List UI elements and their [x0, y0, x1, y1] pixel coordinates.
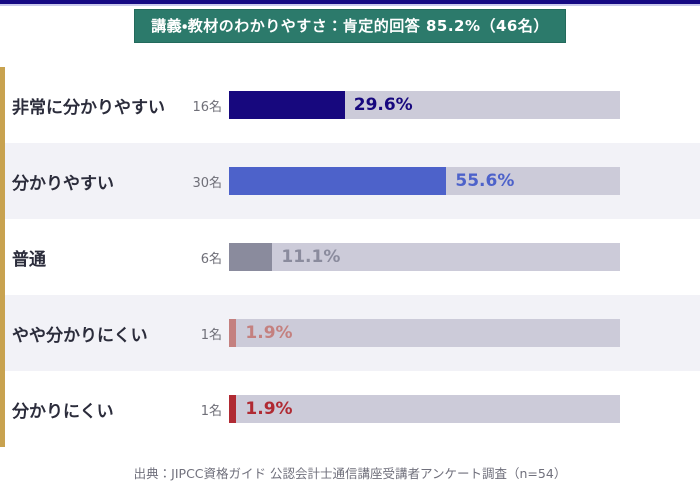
- chart-row: 非常に分かりやすい 16名 29.6%: [0, 67, 700, 143]
- respondent-count: 16名: [192, 99, 222, 115]
- top-border: [0, 0, 700, 4]
- bar-fill: [229, 243, 273, 271]
- bar-track: 29.6%: [229, 91, 620, 119]
- source-attribution: 出典：JIPCC資格ガイド 公認会計士通信講座受講者アンケート調査（n=54）: [133, 466, 567, 481]
- left-accent-strip: [0, 67, 5, 447]
- bar-fill: [229, 167, 447, 195]
- bar-fill: [229, 319, 237, 347]
- chart-row: 普通 6名 11.1%: [0, 219, 700, 295]
- bar-chart: 非常に分かりやすい 16名 29.6% 分かりやすい 30名 55.6% 普通 …: [0, 67, 700, 447]
- bar-percent-label: 1.9%: [245, 323, 293, 343]
- category-label: やや分かりにくい: [12, 325, 148, 346]
- bar-fill: [229, 395, 237, 423]
- chart-row: やや分かりにくい 1名 1.9%: [0, 295, 700, 371]
- category-label: 分かりにくい: [12, 401, 114, 422]
- respondent-count: 1名: [200, 403, 222, 419]
- respondent-count: 1名: [200, 327, 222, 343]
- category-label: 普通: [12, 249, 46, 270]
- respondent-count: 30名: [192, 175, 222, 191]
- category-label: 非常に分かりやすい: [12, 97, 165, 118]
- bar-track: 1.9%: [229, 319, 620, 347]
- bar-percent-label: 29.6%: [353, 95, 413, 115]
- bar-track: 1.9%: [229, 395, 620, 423]
- bar-fill: [229, 91, 345, 119]
- header: 講義・教材のわかりやすさ：肯定的回答 85.2%（46名）: [0, 6, 700, 67]
- chart-row: 分かりにくい 1名 1.9%: [0, 371, 700, 447]
- bar-percent-label: 11.1%: [281, 247, 341, 267]
- bar-track: 55.6%: [229, 167, 620, 195]
- top-border-accent: [0, 4, 700, 6]
- chart-title-banner: 講義・教材のわかりやすさ：肯定的回答 85.2%（46名）: [134, 9, 566, 43]
- bar-track: 11.1%: [229, 243, 620, 271]
- bar-percent-label: 55.6%: [455, 171, 515, 191]
- bar-percent-label: 1.9%: [245, 399, 293, 419]
- footer: 出典：JIPCC資格ガイド 公認会計士通信講座受講者アンケート調査（n=54）: [0, 447, 700, 498]
- chart-row: 分かりやすい 30名 55.6%: [0, 143, 700, 219]
- respondent-count: 6名: [200, 251, 222, 267]
- category-label: 分かりやすい: [12, 173, 114, 194]
